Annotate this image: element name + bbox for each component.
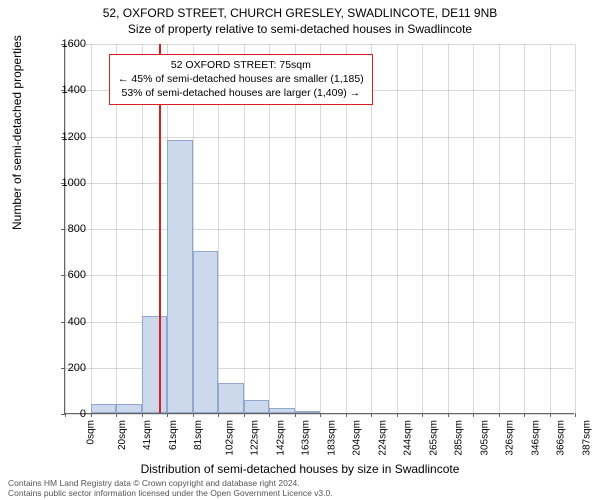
- annotation-box: 52 OXFORD STREET: 75sqm← 45% of semi-det…: [109, 54, 373, 105]
- histogram-bar: [167, 140, 193, 413]
- xtick-mark: [499, 413, 500, 417]
- xtick-mark: [524, 413, 525, 417]
- xtick-mark: [167, 413, 168, 417]
- xtick-label: 387sqm: [581, 420, 592, 456]
- xtick-mark: [142, 413, 143, 417]
- xtick-mark: [575, 413, 576, 417]
- ytick-label: 600: [46, 269, 86, 281]
- xtick-label: 102sqm: [224, 420, 235, 456]
- xtick-mark: [91, 413, 92, 417]
- xtick-label: 305sqm: [479, 420, 490, 456]
- xtick-label: 61sqm: [168, 420, 179, 450]
- xtick-mark: [473, 413, 474, 417]
- xtick-label: 224sqm: [377, 420, 388, 456]
- chart-title-subtitle: Size of property relative to semi-detach…: [0, 22, 600, 36]
- annotation-line3: 53% of semi-detached houses are larger (…: [118, 86, 364, 100]
- histogram-bar: [116, 404, 142, 413]
- xtick-mark: [422, 413, 423, 417]
- histogram-bar: [91, 404, 117, 413]
- title-block: 52, OXFORD STREET, CHURCH GRESLEY, SWADL…: [0, 0, 600, 36]
- xtick-label: 285sqm: [454, 420, 465, 456]
- chart-area: 52 OXFORD STREET: 75sqm← 45% of semi-det…: [64, 44, 574, 414]
- gridline-v: [422, 44, 423, 413]
- xtick-mark: [320, 413, 321, 417]
- footer-line2: Contains public sector information licen…: [8, 488, 333, 498]
- xtick-mark: [397, 413, 398, 417]
- xtick-mark: [218, 413, 219, 417]
- ytick-label: 800: [46, 223, 86, 235]
- x-axis-label: Distribution of semi-detached houses by …: [0, 462, 600, 476]
- annotation-line1: 52 OXFORD STREET: 75sqm: [118, 58, 364, 72]
- xtick-label: 142sqm: [275, 420, 286, 456]
- xtick-label: 81sqm: [193, 420, 204, 450]
- gridline-v: [524, 44, 525, 413]
- ytick-label: 400: [46, 316, 86, 328]
- histogram-bar: [142, 316, 168, 413]
- y-axis-label: Number of semi-detached properties: [10, 35, 24, 230]
- xtick-mark: [269, 413, 270, 417]
- ytick-label: 1200: [46, 131, 86, 143]
- annotation-line2: ← 45% of semi-detached houses are smalle…: [118, 72, 364, 86]
- ytick-label: 1600: [46, 38, 86, 50]
- xtick-label: 183sqm: [326, 420, 337, 456]
- xtick-label: 122sqm: [250, 420, 261, 456]
- ytick-label: 1400: [46, 84, 86, 96]
- histogram-bar: [193, 251, 219, 413]
- xtick-mark: [371, 413, 372, 417]
- xtick-label: 346sqm: [530, 420, 541, 456]
- xtick-mark: [448, 413, 449, 417]
- ytick-label: 200: [46, 362, 86, 374]
- footer-attribution: Contains HM Land Registry data © Crown c…: [8, 478, 333, 498]
- histogram-bar: [295, 411, 321, 413]
- gridline-v: [575, 44, 576, 413]
- gridline-v: [499, 44, 500, 413]
- histogram-bar: [218, 383, 244, 413]
- xtick-label: 366sqm: [556, 420, 567, 456]
- xtick-label: 163sqm: [301, 420, 312, 456]
- plot-region: 52 OXFORD STREET: 75sqm← 45% of semi-det…: [64, 44, 574, 414]
- xtick-label: 204sqm: [352, 420, 363, 456]
- xtick-mark: [295, 413, 296, 417]
- xtick-label: 41sqm: [142, 420, 153, 450]
- xtick-mark: [116, 413, 117, 417]
- ytick-label: 1000: [46, 177, 86, 189]
- gridline-v: [397, 44, 398, 413]
- gridline-v: [473, 44, 474, 413]
- gridline-v: [550, 44, 551, 413]
- xtick-label: 20sqm: [117, 420, 128, 450]
- xtick-label: 0sqm: [85, 420, 96, 444]
- gridline-v: [91, 44, 92, 413]
- histogram-bar: [269, 408, 295, 413]
- histogram-bar: [244, 400, 270, 413]
- gridline-v: [448, 44, 449, 413]
- xtick-label: 244sqm: [403, 420, 414, 456]
- xtick-mark: [550, 413, 551, 417]
- chart-container: 52, OXFORD STREET, CHURCH GRESLEY, SWADL…: [0, 0, 600, 500]
- footer-line1: Contains HM Land Registry data © Crown c…: [8, 478, 333, 488]
- xtick-label: 326sqm: [505, 420, 516, 456]
- ytick-label: 0: [46, 408, 86, 420]
- xtick-mark: [346, 413, 347, 417]
- xtick-mark: [193, 413, 194, 417]
- chart-title-address: 52, OXFORD STREET, CHURCH GRESLEY, SWADL…: [0, 6, 600, 20]
- xtick-label: 265sqm: [428, 420, 439, 456]
- xtick-mark: [244, 413, 245, 417]
